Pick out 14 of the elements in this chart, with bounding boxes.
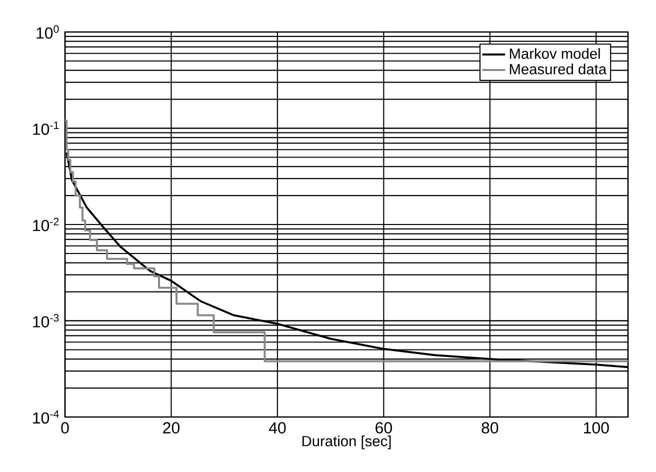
x-tick-label: 20 — [163, 422, 180, 434]
x-tick-label: 60 — [376, 422, 392, 434]
legend-label: Measured data — [510, 64, 607, 74]
x-axis-title: Duration [sec] — [302, 436, 391, 450]
y-tick-label: 10$^{-3}$ — [33, 314, 59, 328]
x-tick-label: 100 — [584, 422, 609, 434]
x-tick-label: 80 — [482, 422, 498, 434]
legend-label: Markov model — [510, 48, 600, 59]
x-tick-label: 0 — [61, 422, 69, 434]
x-tick-label: 40 — [268, 422, 286, 434]
y-tick-label: 10$^{-2}$ — [33, 218, 59, 232]
y-tick-label: 10$^{0}$ — [36, 25, 59, 39]
y-tick-label: 10$^{-1}$ — [33, 122, 59, 135]
y-tick-label: 10$^{-4}$ — [33, 410, 59, 424]
